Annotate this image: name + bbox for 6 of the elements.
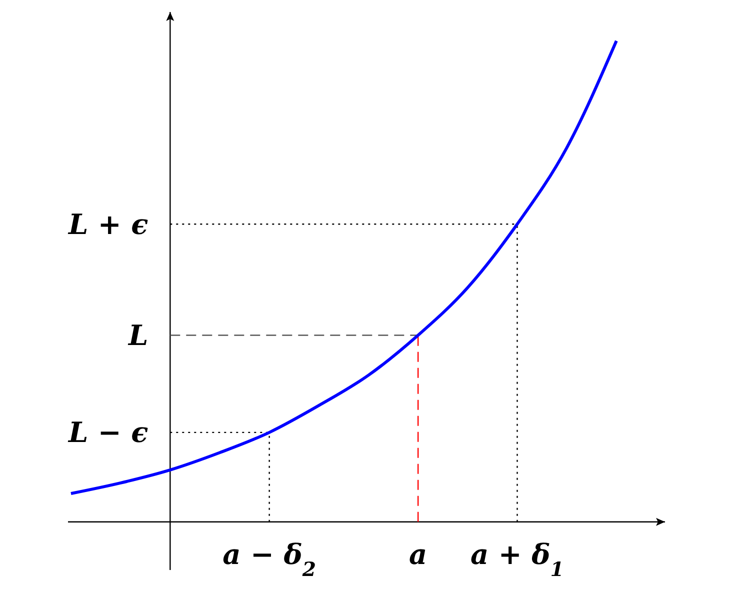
ref-line-label: L − ϵ <box>67 416 148 450</box>
ref-line-label: L <box>127 319 148 352</box>
x-tick-label: a − δ$_{2}$ <box>222 538 316 580</box>
x-tick-label: a + δ$_{1}$ <box>470 538 564 580</box>
x-tick-label: a <box>408 538 428 571</box>
ref-line-label: L + ϵ <box>67 208 148 241</box>
